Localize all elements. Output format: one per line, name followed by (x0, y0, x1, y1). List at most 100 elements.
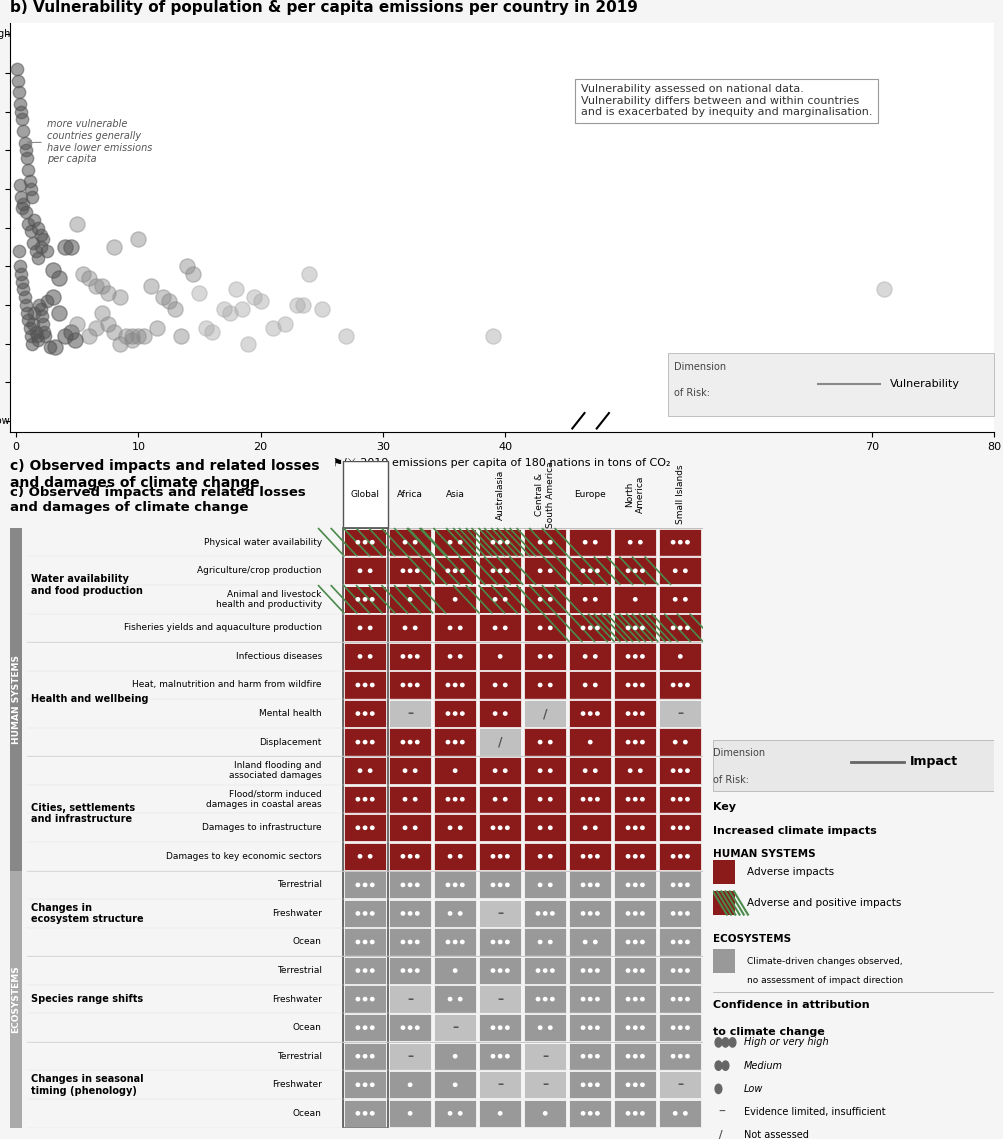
Bar (344, 757, 386, 785)
Circle shape (408, 655, 411, 658)
Bar (659, 843, 701, 870)
Circle shape (538, 626, 542, 630)
Circle shape (506, 969, 509, 973)
Circle shape (448, 826, 451, 829)
Circle shape (368, 769, 371, 772)
Bar (569, 557, 611, 584)
Point (313, 300, 329, 318)
Text: Damages to key economic sectors: Damages to key economic sectors (165, 852, 321, 861)
Bar (659, 671, 701, 698)
Bar (524, 1071, 566, 1098)
Circle shape (633, 655, 636, 658)
Point (39, 241, 55, 260)
Bar (569, 757, 611, 785)
Bar (433, 1071, 475, 1098)
Text: Physical water availability: Physical water availability (204, 538, 321, 547)
Circle shape (595, 797, 599, 801)
Text: Asia: Asia (445, 490, 464, 499)
Circle shape (588, 1112, 592, 1115)
Circle shape (415, 1026, 418, 1030)
Circle shape (453, 1055, 456, 1058)
Circle shape (358, 769, 361, 772)
Circle shape (543, 1112, 547, 1115)
Text: High or very high: High or very high (743, 1038, 827, 1048)
Circle shape (678, 883, 681, 886)
Bar (524, 900, 566, 927)
Circle shape (721, 1038, 728, 1047)
Point (234, 300, 250, 318)
Circle shape (453, 598, 456, 601)
Circle shape (685, 797, 688, 801)
Circle shape (673, 1112, 676, 1115)
Text: Terrestrial: Terrestrial (277, 966, 321, 975)
Text: Freshwater: Freshwater (272, 994, 321, 1003)
Bar (342, 870, 702, 957)
Bar (478, 585, 521, 613)
Circle shape (678, 626, 681, 630)
Circle shape (626, 740, 629, 744)
Circle shape (497, 570, 502, 573)
Circle shape (550, 969, 554, 973)
Circle shape (581, 912, 584, 915)
X-axis label: ⚑/⚔ 2019 emissions per capita of 180 nations in tons of CO₂: ⚑/⚔ 2019 emissions per capita of 180 nat… (333, 458, 670, 468)
Circle shape (356, 941, 359, 943)
Circle shape (370, 969, 373, 973)
Bar (524, 585, 566, 613)
Text: ECOSYSTEMS: ECOSYSTEMS (712, 934, 790, 944)
Circle shape (453, 740, 456, 744)
Point (124, 330, 140, 349)
Circle shape (538, 826, 542, 829)
Point (47, 338, 63, 357)
Text: Changes in
ecosystem structure: Changes in ecosystem structure (31, 902, 143, 924)
Point (14, 272, 30, 290)
Circle shape (595, 969, 599, 973)
Circle shape (408, 740, 411, 744)
Circle shape (453, 941, 456, 943)
Circle shape (595, 1026, 599, 1030)
Text: Key: Key (712, 802, 735, 812)
Circle shape (358, 626, 361, 630)
Circle shape (460, 941, 463, 943)
Circle shape (581, 1055, 584, 1058)
Point (192, 284, 208, 302)
Circle shape (548, 626, 552, 630)
Circle shape (626, 797, 629, 801)
Bar (433, 528, 475, 556)
Bar (569, 900, 611, 927)
Bar (659, 814, 701, 842)
Point (93, 277, 109, 295)
Text: Africa: Africa (397, 490, 422, 499)
Bar (712, 892, 734, 915)
Circle shape (640, 912, 644, 915)
Circle shape (453, 1083, 456, 1087)
Circle shape (497, 854, 502, 858)
Circle shape (415, 912, 418, 915)
Circle shape (356, 740, 359, 744)
Bar (478, 585, 521, 613)
Circle shape (683, 740, 686, 744)
Point (148, 319, 164, 337)
Bar (659, 700, 701, 727)
Bar (478, 614, 521, 641)
Bar (524, 814, 566, 842)
Circle shape (370, 998, 373, 1001)
Text: Water availability
and food production: Water availability and food production (31, 574, 142, 596)
Circle shape (628, 769, 631, 772)
Circle shape (633, 1026, 636, 1030)
Bar (388, 843, 431, 870)
Circle shape (368, 626, 371, 630)
Point (32, 300, 48, 318)
Text: Impact: Impact (909, 755, 957, 768)
Circle shape (595, 570, 599, 573)
Text: Agriculture/crop production: Agriculture/crop production (197, 566, 321, 575)
Circle shape (401, 683, 404, 687)
Text: Infectious diseases: Infectious diseases (236, 652, 321, 661)
Point (18, 296, 34, 314)
Circle shape (363, 598, 366, 601)
Circle shape (581, 570, 584, 573)
Circle shape (593, 598, 597, 601)
Circle shape (588, 854, 592, 858)
Bar (388, 1042, 431, 1070)
Point (277, 316, 293, 334)
Point (51, 303, 67, 321)
